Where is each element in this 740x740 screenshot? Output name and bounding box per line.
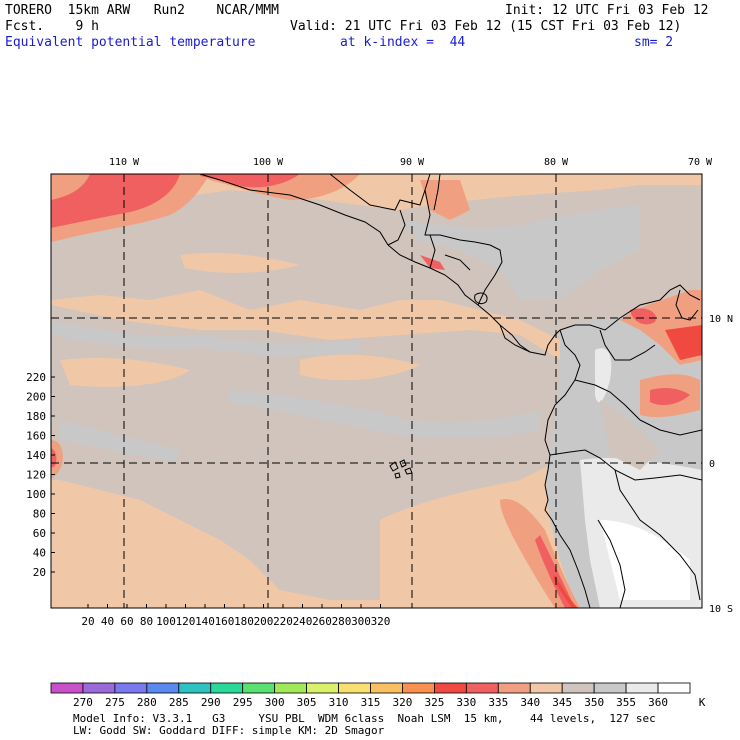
colorbar-swatch [146,682,180,694]
x-tick-label: 60 [120,615,133,628]
colorbar-label: 360 [648,696,668,709]
y-tick-label: 120 [26,469,46,482]
colorbar-label: 295 [233,696,253,709]
y-tick-label: 60 [33,527,46,540]
longitude-label: 90 W [400,157,425,168]
colorbar-label: 320 [393,696,413,709]
y-tick-label: 100 [26,488,46,501]
colorbar-swatch [306,682,339,694]
y-tick-label: 40 [33,547,46,560]
x-tick-label: 120 [176,615,196,628]
smoothing-info: sm= 2 [634,35,674,50]
colorbar-swatch [338,682,371,694]
colorbar-label: 345 [552,696,572,709]
colorbar-unit: K [699,696,706,709]
longitude-label: 100 W [253,157,284,168]
colorbar-label: 330 [456,696,476,709]
colorbar-swatch [274,682,307,694]
x-tick-label: 80 [140,615,153,628]
latitude-label: 10 N [709,314,733,325]
colorbar-swatch [114,682,148,694]
colorbar: 270 275 280 285 290 295 300 305 310 315 320 325 330 3… [50,682,706,709]
colorbar-label: 305 [297,696,317,709]
latitude-labels: 10 N 0 10 S [709,314,733,615]
colorbar-label: 340 [520,696,540,709]
y-tick-label: 20 [33,566,46,579]
x-tick-label: 280 [332,615,352,628]
colorbar-swatch [370,682,403,694]
x-tick-label: 40 [101,615,114,628]
colorbar-swatch [242,682,276,694]
colorbar-label: 355 [616,696,636,709]
x-tick-label: 160 [215,615,235,628]
colorbar-swatch [625,682,659,694]
x-tick-label: 180 [234,615,254,628]
longitude-label: 110 W [109,157,140,168]
physics-info: LW: Godd SW: Goddard DIFF: simple KM: 2D… [73,724,385,737]
colorbar-label: 285 [169,696,189,709]
colorbar-label: 325 [424,696,444,709]
theta-e-map: 20 40 60 80 100 120 140 160 180 200 220 240 260 280 30… [26,157,733,628]
colorbar-swatch [561,682,595,694]
colorbar-label: 290 [201,696,221,709]
longitude-label: 70 W [688,157,713,168]
x-tick-label: 260 [312,615,332,628]
longitude-labels: 110 W 100 W 90 W 80 W 70 W [109,157,713,168]
model-info: Model Info: V3.3.1 G3 YSU PBL WDM 6class… [73,712,656,725]
y-tick-label: 220 [26,371,46,384]
colorbar-swatch [497,682,531,694]
level-info: at k-index = 44 [340,35,466,50]
colorbar-swatch [465,682,499,694]
colorbar-swatch [178,682,212,694]
colorbar-label: 335 [488,696,508,709]
y-tick-label: 160 [26,430,46,443]
colorbar-swatch [529,682,563,694]
colorbar-swatch [82,682,116,694]
graticule [51,174,702,608]
colorbar-swatch [433,682,467,694]
x-tick-label: 220 [273,615,293,628]
y-tick-label: 80 [33,508,46,521]
model-title: TORERO 15km ARW Run2 NCAR/MMM [5,3,279,18]
colorbar-label: 315 [361,696,381,709]
x-tick-label: 300 [351,615,371,628]
colorbar-label: 275 [105,696,125,709]
colorbar-label: 310 [329,696,349,709]
x-tick-label: 20 [81,615,94,628]
forecast-hour: Fcst. 9 h [5,19,99,34]
map-field [51,174,702,608]
colorbar-label: 280 [137,696,157,709]
y-axis: 20 40 60 80 100 120 140 160 180 200 220 [26,371,55,579]
x-tick-label: 140 [195,615,215,628]
colorbar-swatch [210,682,244,694]
valid-time: Valid: 21 UTC Fri 03 Feb 12 (15 CST Fri … [290,19,682,34]
colorbar-label: 350 [584,696,604,709]
x-tick-label: 100 [156,615,176,628]
colorbar-swatch [402,682,435,694]
coastlines [199,174,702,608]
x-tick-label: 240 [293,615,313,628]
x-axis: 20 40 60 80 100 120 140 160 180 200 220 240 260 280 30… [81,604,390,628]
longitude-label: 80 W [544,157,569,168]
field-name: Equivalent potential temperature [5,35,256,50]
map-frame [50,173,703,609]
colorbar-swatch [657,682,691,694]
latitude-label: 0 [709,459,715,470]
colorbar-label: 300 [265,696,285,709]
y-tick-label: 180 [26,410,46,423]
colorbar-swatch [593,682,627,694]
x-tick-label: 320 [371,615,391,628]
y-tick-label: 200 [26,391,46,404]
x-tick-label: 200 [254,615,274,628]
latitude-label: 10 S [709,604,733,615]
init-time: Init: 12 UTC Fri 03 Feb 12 [505,3,709,18]
colorbar-swatch [50,682,84,694]
y-tick-label: 140 [26,449,46,462]
colorbar-label: 270 [73,696,93,709]
